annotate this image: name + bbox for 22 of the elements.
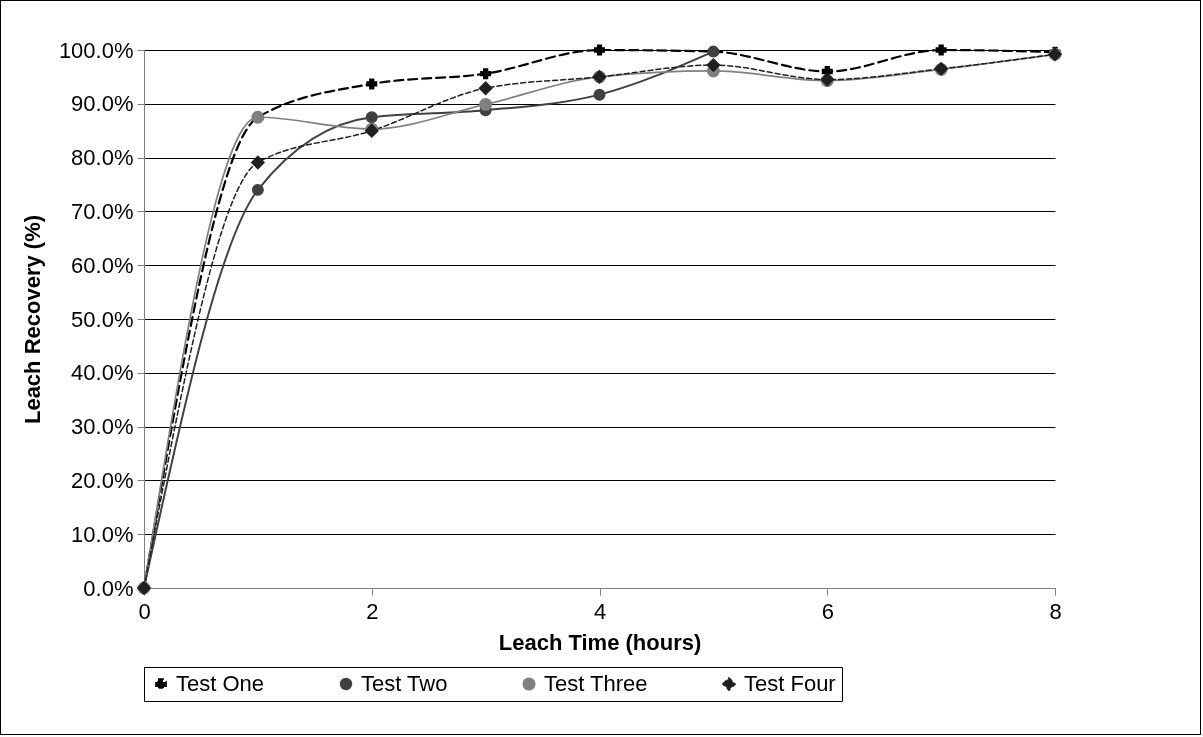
y-tick-label: 70.0%: [71, 198, 134, 224]
y-tick-label: 10.0%: [71, 521, 134, 547]
y-tick-label: 100.0%: [58, 37, 134, 63]
x-axis-title: Leach Time (hours): [498, 629, 702, 655]
x-tick-label: 2: [366, 598, 379, 624]
legend-label: Test One: [176, 671, 265, 696]
y-tick-label: 30.0%: [71, 414, 134, 440]
y-tick-label: 0.0%: [83, 575, 134, 601]
x-tick-label: 4: [593, 598, 607, 624]
legend-label: Test Two: [361, 671, 448, 696]
legend-label: Test Three: [544, 671, 648, 696]
x-tick-label: 6: [821, 598, 834, 624]
x-tick-label: 0: [138, 598, 151, 624]
y-tick-label: 40.0%: [71, 360, 134, 386]
y-tick-label: 50.0%: [71, 306, 134, 332]
x-tick-label: 8: [1049, 598, 1062, 624]
y-tick-label: 90.0%: [71, 91, 134, 117]
legend-label: Test Four: [744, 671, 836, 696]
y-axis-title: Leach Recovery (%): [19, 214, 45, 425]
y-tick-label: 60.0%: [71, 252, 134, 278]
y-tick-label: 20.0%: [71, 467, 134, 493]
y-tick-label: 80.0%: [71, 145, 134, 171]
